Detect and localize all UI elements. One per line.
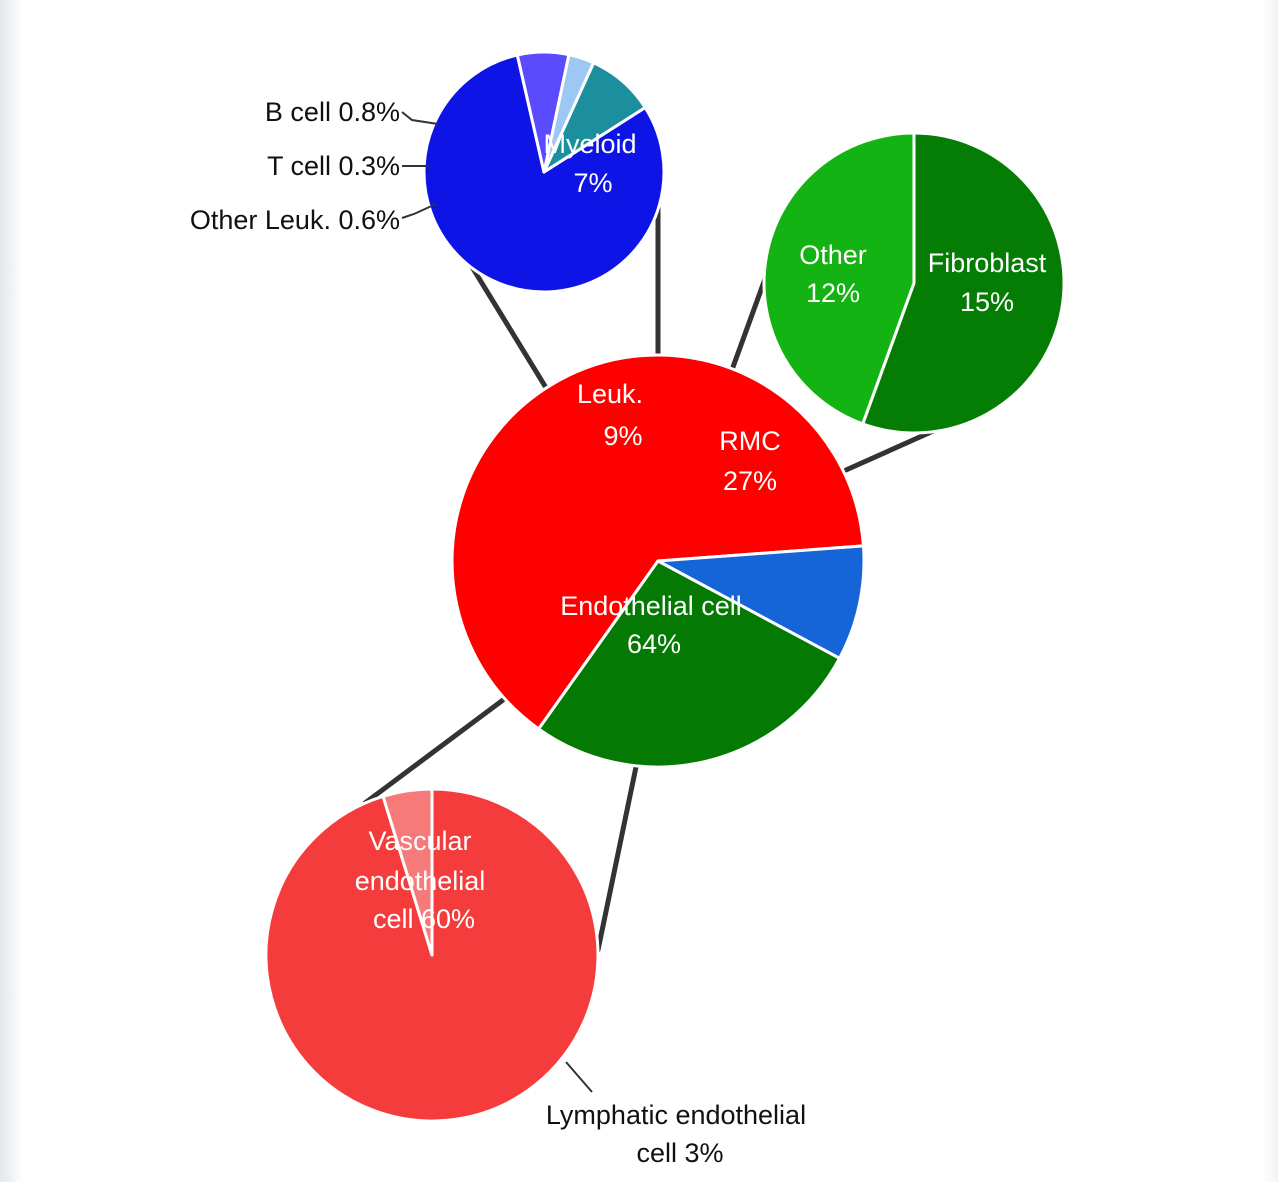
label-other-value: 12%: [806, 278, 860, 308]
leader-lymphatic-endothelial-cell: [565, 1061, 593, 1093]
label-lymphatic-endothelial-line2: cell 3%: [636, 1138, 723, 1168]
label-lymphatic-endothelial-line1: Lymphatic endothelial: [546, 1100, 806, 1130]
label-vascular-endothelial-line3: cell 60%: [373, 904, 475, 934]
slice-leuk: [656, 544, 866, 660]
label-other-name: Other: [799, 240, 867, 270]
leader-lines: [401, 111, 593, 1093]
label-fibroblast-value: 15%: [960, 287, 1014, 317]
endothelial-breakdown-pie: [264, 787, 600, 1123]
label-rmc-name: RMC: [719, 426, 781, 456]
label-leuk-name: Leuk.: [577, 379, 643, 409]
label-myeloid-value: 7%: [573, 168, 612, 198]
slice-other-leuk: [515, 50, 571, 174]
label-myeloid-name: Myeloid: [543, 129, 636, 159]
slice-lymphatic-endothelial-cell: [381, 787, 434, 957]
connector-lines: [362, 190, 943, 953]
connector-leuk-to-myeloid-left: [458, 246, 551, 394]
label-t-cell: T cell 0.3%: [267, 151, 400, 181]
label-b-cell: B cell 0.8%: [265, 97, 400, 127]
slice-fibroblast: [861, 131, 1066, 435]
leader-b-cell: [401, 111, 439, 125]
main-pie: [450, 353, 866, 769]
label-endothelial-cell-value: 64%: [627, 629, 681, 659]
label-endothelial-cell-name: Endothelial cell: [560, 591, 742, 621]
label-vascular-endothelial-line1: Vascular: [368, 826, 471, 856]
rmc-breakdown-pie: [762, 131, 1066, 435]
slice-rmc: [537, 559, 842, 769]
connector-rmc-to-breakdown-bottom: [843, 425, 943, 473]
label-rmc-value: 27%: [723, 466, 777, 496]
leukocyte-breakdown-pie: [422, 50, 666, 294]
slice-other: [762, 131, 916, 426]
label-vascular-endothelial-line2: endothelial: [355, 866, 486, 896]
connector-endothelial-to-breakdown-left: [362, 697, 506, 806]
label-fibroblast-name: Fibroblast: [928, 248, 1047, 278]
slice-endothelial-cell: [450, 353, 865, 731]
leader-other-leuk: [401, 203, 437, 219]
label-other-leuk: Other Leuk. 0.6%: [190, 205, 400, 235]
connector-endothelial-to-breakdown-right: [595, 764, 639, 953]
label-leuk-value: 9%: [603, 421, 642, 451]
slice-labels: Endothelial cell 64% Leuk. 9% RMC 27% My…: [190, 97, 1047, 1168]
